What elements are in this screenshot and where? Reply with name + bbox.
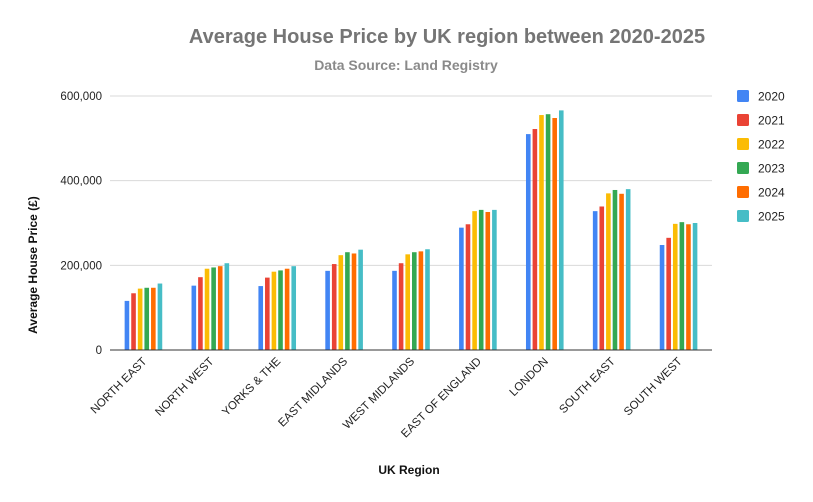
y-tick-label: 600,000: [60, 91, 102, 103]
bar: [619, 193, 624, 350]
bar: [679, 222, 685, 350]
x-tick-label: WEST MIDLANDS: [341, 355, 417, 431]
legend-label: 2024: [758, 186, 785, 200]
bar: [612, 189, 618, 350]
bar: [191, 285, 197, 350]
bar: [525, 134, 531, 350]
legend-label: 2021: [758, 114, 785, 128]
y-tick-label: 400,000: [60, 176, 102, 188]
bar: [131, 293, 136, 350]
bar: [459, 227, 464, 350]
bar: [151, 287, 156, 350]
legend-label: 2023: [758, 162, 785, 176]
legend: 2020 2021 2022 2023 2024 2025: [737, 90, 785, 224]
bar: [198, 277, 203, 350]
bar: [278, 270, 283, 350]
legend-swatch: [737, 90, 749, 102]
legend-swatch: [737, 138, 749, 150]
legend-swatch: [737, 114, 749, 126]
bar: [224, 263, 230, 350]
bar: [472, 211, 477, 350]
legend-swatch: [737, 186, 749, 198]
bar: [465, 224, 471, 350]
bar: [625, 189, 631, 350]
bar: [425, 249, 430, 350]
legend-swatch: [737, 210, 749, 222]
bar: [412, 252, 417, 350]
bar: [418, 251, 424, 350]
chart-subtitle: Data Source: Land Registry: [314, 57, 498, 73]
bar: [345, 252, 350, 350]
x-axis-title: UK Region: [378, 463, 439, 477]
bar: [271, 271, 277, 350]
bar: [284, 268, 290, 350]
bar: [204, 268, 210, 350]
bars: [124, 110, 698, 350]
y-tick-label: 200,000: [60, 260, 102, 272]
bar: [485, 211, 491, 350]
bar: [666, 237, 671, 350]
bar: [532, 129, 538, 350]
bar: [398, 263, 404, 350]
bar: [144, 287, 150, 350]
y-axis-title: Average House Price (£): [26, 196, 40, 334]
x-tick-label: SOUTH EAST: [557, 356, 617, 416]
bar: [599, 206, 605, 350]
bar: [217, 266, 223, 350]
bar: [552, 118, 557, 350]
bar: [157, 283, 163, 350]
bar: [539, 115, 544, 350]
bar: [405, 254, 410, 350]
bar: [258, 286, 264, 350]
x-tick-label: NORTH EAST: [89, 356, 150, 417]
bar: [331, 264, 337, 350]
x-tick-label: LONDON: [508, 356, 551, 399]
legend-label: 2022: [758, 138, 785, 152]
bar: [606, 193, 611, 350]
bar: [545, 114, 551, 350]
legend-swatch: [737, 162, 749, 174]
chart-title: Average House Price by UK region between…: [189, 26, 705, 48]
bar: [351, 253, 357, 350]
bar: [291, 266, 297, 350]
bar: [338, 255, 344, 350]
bar: [478, 209, 484, 350]
legend-label: 2020: [758, 90, 785, 104]
bar: [137, 288, 143, 350]
y-axis-ticks: 0 200,000 400,000 600,000: [60, 91, 102, 357]
bar: [592, 211, 598, 350]
bar: [692, 223, 698, 350]
x-tick-label: NORTH WEST: [153, 356, 216, 419]
bar: [686, 224, 691, 350]
bar: [392, 270, 397, 350]
bar: [211, 267, 216, 350]
bar: [672, 223, 678, 350]
bar: [659, 245, 665, 350]
bar: [558, 110, 564, 350]
bar: [265, 277, 270, 350]
x-tick-label: SOUTH WEST: [622, 356, 685, 419]
bar: [325, 270, 330, 350]
bar: [358, 249, 363, 350]
y-tick-label: 0: [96, 345, 102, 357]
x-tick-label: YORKS & THE: [220, 355, 283, 418]
gridlines: [110, 95, 712, 266]
x-tick-label: EAST MIDLANDS: [276, 355, 350, 429]
bar: [492, 209, 497, 350]
bar: [124, 300, 130, 350]
legend-label: 2025: [758, 210, 785, 224]
